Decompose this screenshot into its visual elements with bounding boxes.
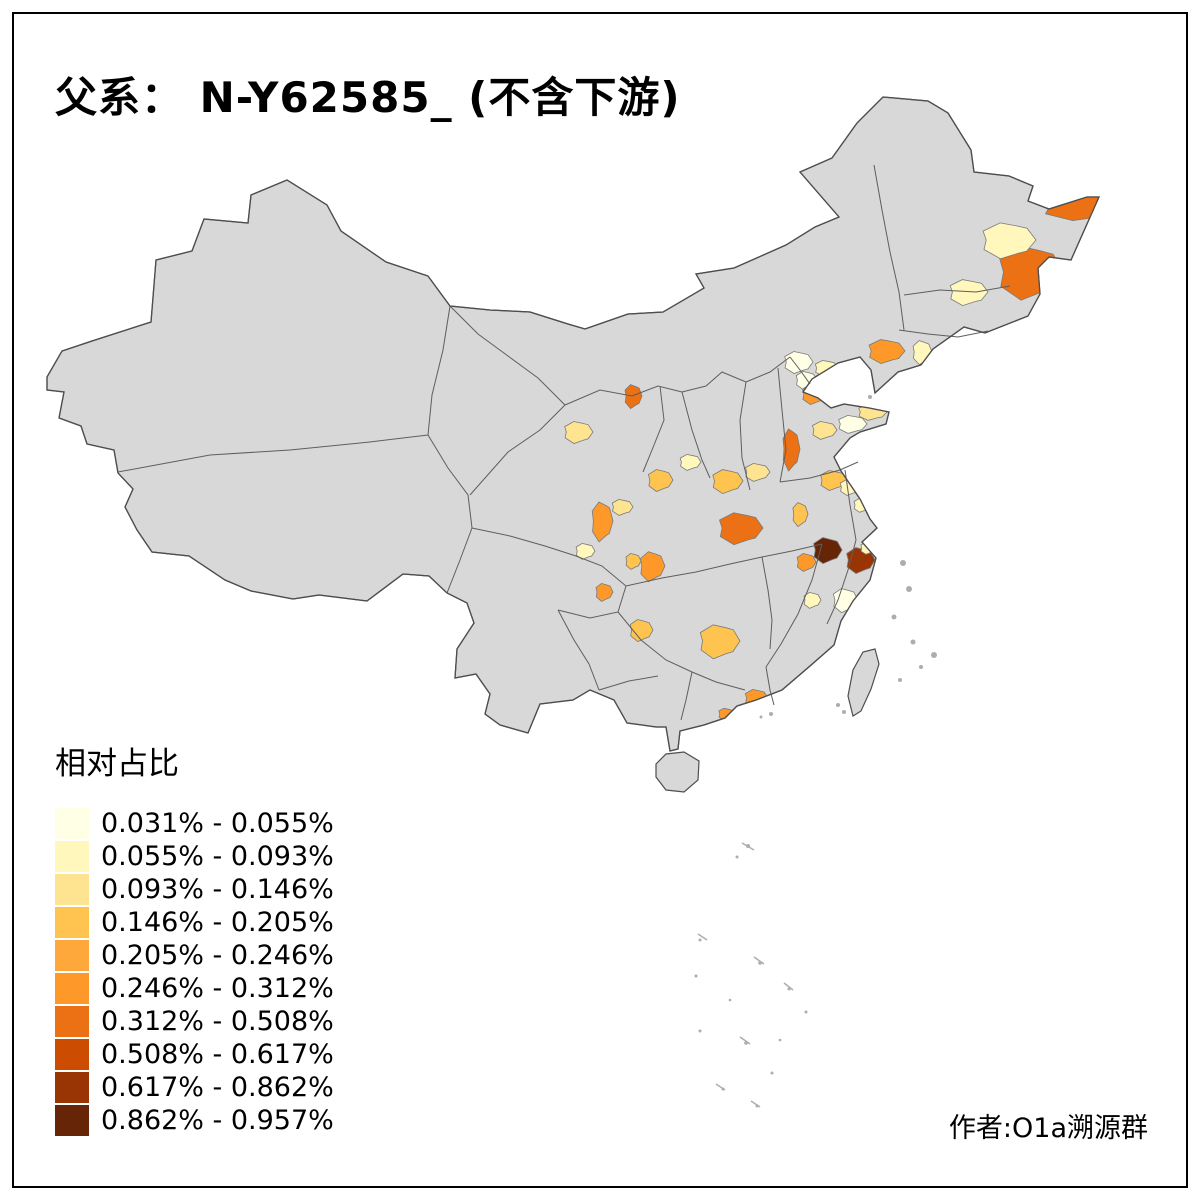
map-region — [1043, 194, 1099, 222]
map-region — [739, 704, 752, 716]
legend-label: 0.031% - 0.055% — [101, 808, 334, 839]
map-region — [868, 339, 906, 365]
legend-swatch — [55, 940, 89, 971]
legend-swatch — [55, 1105, 89, 1136]
legend-swatch — [55, 1039, 89, 1070]
map-region — [611, 498, 634, 516]
map-region — [575, 542, 596, 560]
map-region — [719, 512, 764, 546]
province-borders — [117, 164, 1011, 721]
map-region — [820, 470, 848, 491]
national-border-outline — [46, 96, 1101, 752]
legend-item: 0.055% - 0.093% — [55, 840, 334, 873]
map-region — [792, 502, 809, 528]
legend-swatch — [55, 973, 89, 1004]
map-region — [712, 469, 744, 495]
legend-label: 0.205% - 0.246% — [101, 940, 334, 971]
legend-item: 0.246% - 0.312% — [55, 972, 334, 1005]
map-region — [591, 501, 614, 543]
map-region — [718, 707, 735, 721]
legend-label: 0.093% - 0.146% — [101, 874, 334, 905]
legend-label: 0.862% - 0.957% — [101, 1105, 334, 1136]
map-region — [784, 351, 814, 374]
map-region — [629, 619, 654, 642]
legend-item: 0.862% - 0.957% — [55, 1104, 334, 1137]
taiwan-island — [847, 648, 880, 717]
legend-rows: 0.031% - 0.055% 0.055% - 0.093% 0.093% - 0… — [55, 807, 334, 1137]
legend-item: 0.312% - 0.508% — [55, 1005, 334, 1038]
map-region — [839, 478, 862, 496]
legend-item: 0.031% - 0.055% — [55, 807, 334, 840]
legend-item: 0.146% - 0.205% — [55, 906, 334, 939]
map-region — [786, 693, 803, 707]
map-region — [679, 453, 702, 471]
map-region — [982, 222, 1037, 260]
page-title: 父系： N-Y62585_ (不含下游) — [55, 73, 681, 122]
legend-item: 0.205% - 0.246% — [55, 939, 334, 972]
legend-item: 0.508% - 0.617% — [55, 1038, 334, 1071]
map-region — [762, 693, 787, 711]
map-region — [811, 420, 838, 440]
map-region — [595, 582, 614, 602]
legend-item: 0.093% - 0.146% — [55, 873, 334, 906]
map-region — [838, 414, 868, 434]
map-region — [625, 552, 642, 570]
map-region — [803, 591, 822, 609]
legend-item: 0.617% - 0.862% — [55, 1071, 334, 1104]
legend-label: 0.146% - 0.205% — [101, 907, 334, 938]
map-region — [796, 552, 817, 572]
map-regions — [564, 194, 1099, 721]
map-region — [814, 359, 839, 377]
map-region — [699, 624, 741, 660]
map-region — [639, 551, 666, 583]
map-region — [782, 428, 801, 472]
map-region — [624, 384, 643, 410]
legend-label: 0.055% - 0.093% — [101, 841, 334, 872]
sea-dashes — [697, 842, 794, 1108]
attribution-text: 作者:O1a溯源群 — [948, 1113, 1148, 1144]
map-region — [949, 279, 989, 307]
map-region — [744, 688, 769, 708]
map-region — [912, 340, 933, 366]
map-region — [564, 421, 594, 444]
legend-swatch — [55, 1072, 89, 1103]
legend-label: 0.617% - 0.862% — [101, 1072, 334, 1103]
legend-swatch — [55, 808, 89, 839]
legend-label: 0.246% - 0.312% — [101, 973, 334, 1004]
map-region — [647, 469, 674, 492]
sea-islands — [694, 395, 937, 1108]
legend-swatch — [55, 1006, 89, 1037]
legend-title: 相对占比 — [55, 746, 179, 782]
map-region — [744, 462, 771, 482]
legend-swatch — [55, 874, 89, 905]
hainan-island — [655, 751, 700, 793]
legend-label: 0.312% - 0.508% — [101, 1006, 334, 1037]
legend-label: 0.508% - 0.617% — [101, 1039, 334, 1070]
legend-swatch — [55, 907, 89, 938]
legend-swatch — [55, 841, 89, 872]
legend: 相对占比 0.031% - 0.055% 0.055% - 0.093% 0.093… — [55, 738, 334, 1137]
